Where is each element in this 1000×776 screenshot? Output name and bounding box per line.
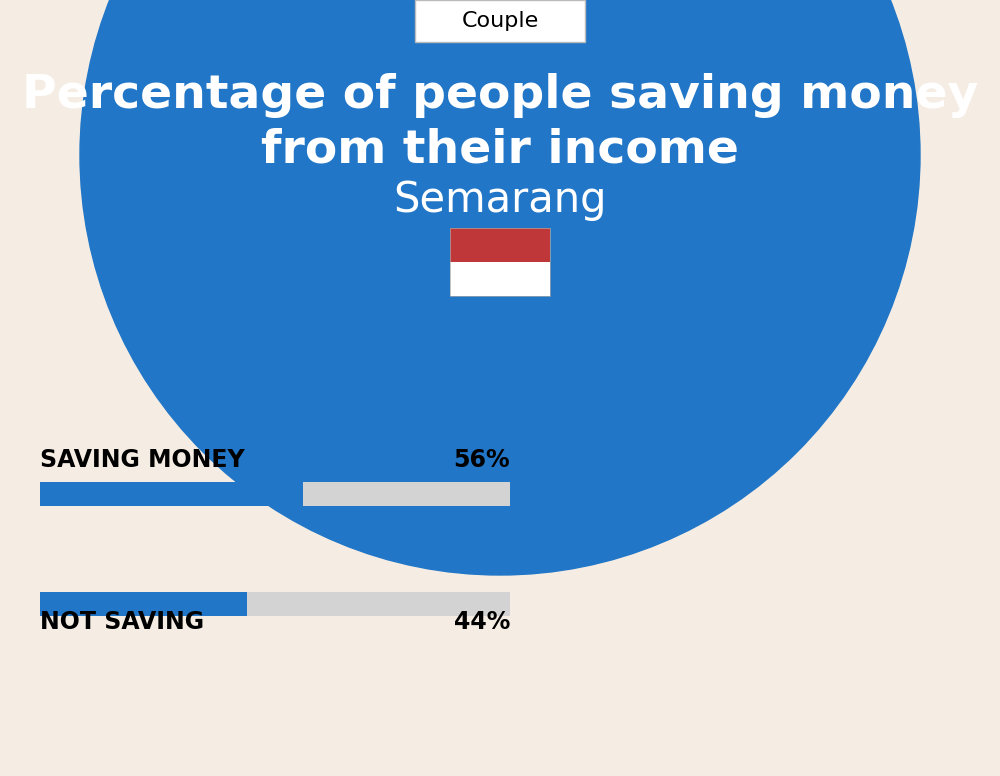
FancyBboxPatch shape (40, 482, 510, 506)
FancyBboxPatch shape (450, 262, 550, 296)
Circle shape (80, 0, 920, 575)
Text: 56%: 56% (453, 448, 510, 472)
FancyBboxPatch shape (40, 592, 247, 616)
Text: Percentage of people saving money: Percentage of people saving money (22, 72, 978, 117)
Text: Semarang: Semarang (393, 179, 607, 221)
Text: from their income: from their income (261, 127, 739, 172)
FancyBboxPatch shape (40, 592, 510, 616)
Text: NOT SAVING: NOT SAVING (40, 610, 204, 634)
FancyBboxPatch shape (40, 482, 303, 506)
Text: Couple: Couple (461, 11, 539, 31)
FancyBboxPatch shape (415, 0, 585, 42)
Text: SAVING MONEY: SAVING MONEY (40, 448, 245, 472)
Text: 44%: 44% (454, 610, 510, 634)
FancyBboxPatch shape (450, 228, 550, 262)
